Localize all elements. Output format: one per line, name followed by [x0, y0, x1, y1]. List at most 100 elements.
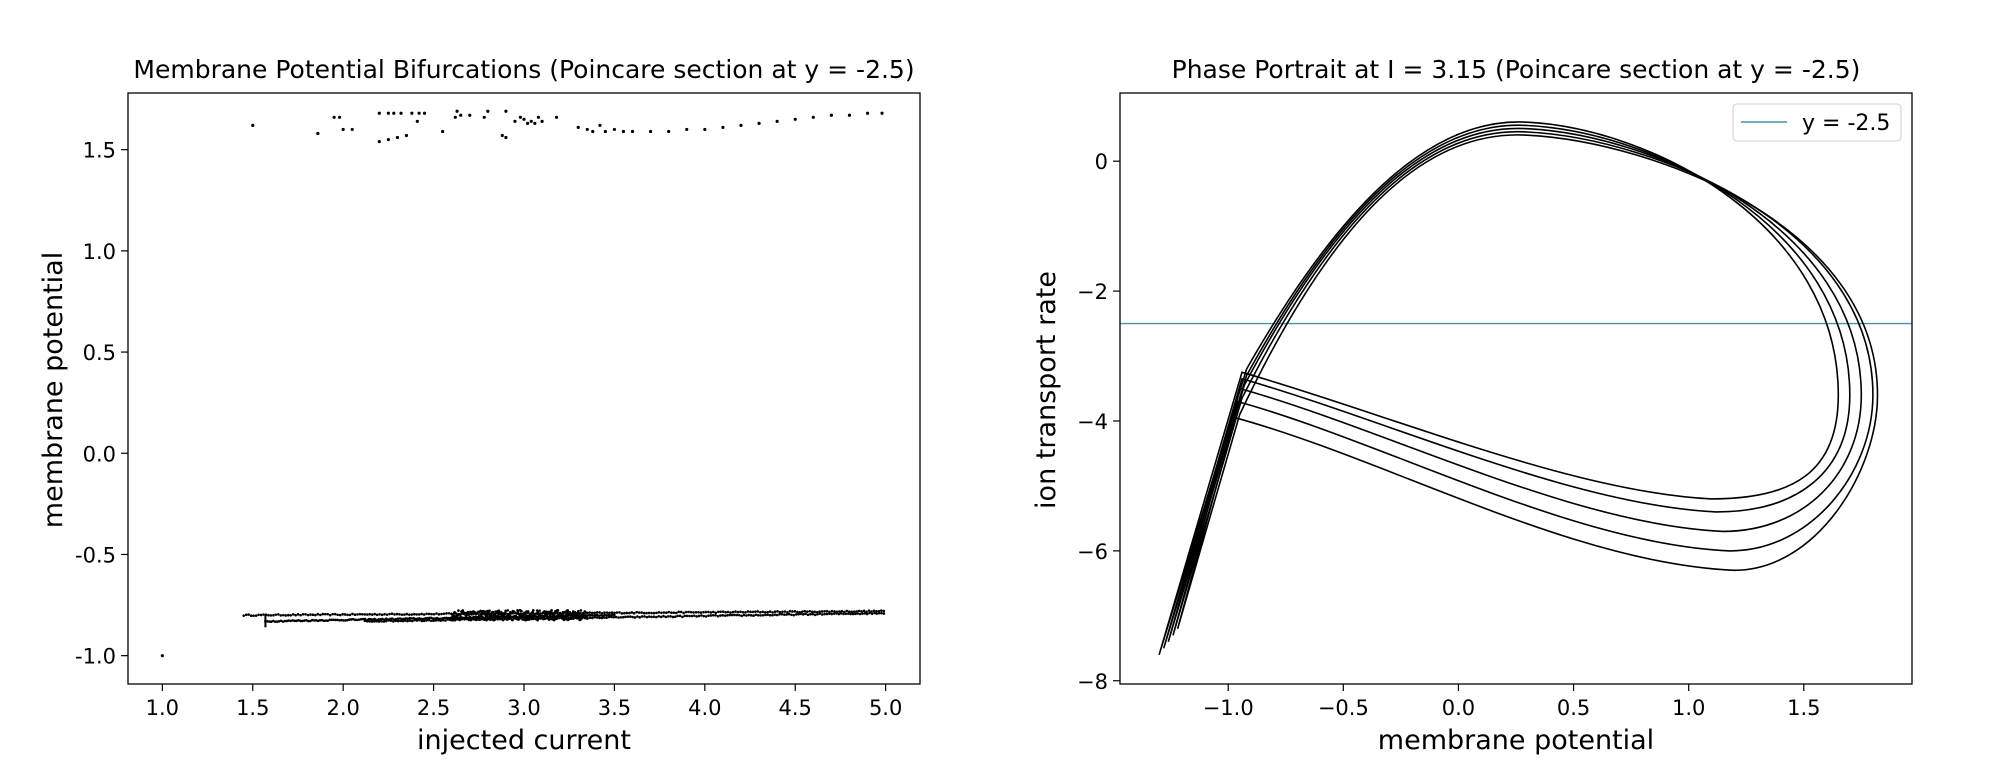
data-point	[657, 610, 661, 614]
data-point	[353, 613, 357, 617]
data-point	[479, 609, 482, 613]
data-point	[813, 613, 817, 617]
y-tick-label: -1.0	[75, 645, 116, 669]
data-point	[577, 614, 581, 617]
data-point	[357, 618, 361, 621]
data-point	[398, 617, 402, 620]
data-point	[662, 611, 666, 614]
data-point	[643, 615, 646, 618]
data-point	[768, 610, 772, 613]
data-point	[293, 619, 296, 623]
data-point	[775, 613, 779, 617]
data-point	[657, 614, 661, 618]
data-point	[322, 619, 326, 623]
data-point	[747, 613, 751, 617]
data-point	[794, 613, 798, 616]
data-point	[850, 610, 854, 614]
left-x-axis-label: injected current	[417, 725, 631, 756]
data-point	[776, 610, 779, 613]
data-point	[676, 614, 679, 618]
data-point	[685, 614, 689, 618]
data-point	[396, 619, 400, 623]
data-point	[283, 619, 287, 623]
data-point	[785, 613, 788, 616]
data-point	[870, 612, 874, 616]
data-point	[365, 619, 369, 623]
data-point	[336, 618, 339, 622]
data-point	[383, 612, 386, 616]
data-point	[780, 612, 784, 616]
data-point	[790, 613, 793, 617]
data-point	[307, 619, 310, 623]
data-point	[349, 618, 353, 621]
data-point	[647, 615, 651, 618]
data-point	[268, 620, 271, 623]
data-point	[566, 609, 570, 612]
data-point	[299, 613, 302, 617]
data-point	[600, 616, 604, 620]
y-tick-label: −2	[1077, 280, 1108, 304]
data-point	[326, 619, 330, 622]
x-tick-label: 1.5	[1787, 696, 1820, 720]
data-point	[640, 615, 644, 618]
data-point	[758, 611, 762, 614]
data-point	[591, 614, 595, 617]
data-point	[344, 619, 347, 622]
data-point	[628, 615, 632, 618]
data-point	[882, 609, 886, 613]
data-point	[386, 111, 390, 115]
data-point	[612, 127, 617, 132]
data-point	[486, 109, 490, 113]
data-point	[513, 119, 517, 123]
data-point	[778, 610, 782, 614]
data-point	[390, 617, 394, 620]
data-point	[338, 613, 342, 617]
data-point	[697, 614, 701, 618]
y-tick-label: 1.0	[83, 240, 116, 264]
data-point	[737, 613, 741, 617]
data-point	[792, 613, 796, 617]
data-point	[768, 613, 772, 617]
data-point	[369, 617, 373, 621]
data-point	[652, 611, 656, 615]
data-point	[603, 613, 606, 617]
data-point	[805, 610, 809, 613]
data-point	[688, 614, 691, 618]
data-point	[444, 619, 447, 622]
data-point	[493, 618, 496, 622]
data-point	[721, 610, 725, 613]
data-point	[279, 619, 283, 623]
data-point	[242, 614, 246, 617]
data-point	[823, 612, 826, 616]
data-point	[388, 612, 391, 616]
data-point	[346, 613, 349, 617]
trajectory-line	[1172, 130, 1874, 636]
data-point	[420, 612, 423, 616]
data-point	[598, 123, 602, 127]
data-point	[689, 610, 693, 614]
x-tick-label: 5.0	[869, 696, 902, 720]
data-point	[549, 612, 552, 616]
data-point	[863, 612, 867, 615]
data-point	[652, 615, 656, 619]
data-point	[485, 618, 488, 622]
data-point	[873, 611, 876, 615]
data-point	[674, 611, 678, 615]
left-y-ticks: -1.0 -0.5 0.0 0.5 1.0 1.5	[75, 139, 128, 669]
data-point	[420, 617, 423, 621]
data-point	[269, 620, 273, 624]
data-point	[422, 613, 426, 616]
data-point	[319, 613, 322, 617]
data-point	[740, 614, 743, 618]
data-point	[542, 617, 546, 620]
data-point	[585, 615, 589, 618]
data-point	[375, 619, 379, 623]
data-point	[783, 610, 787, 613]
data-point	[852, 610, 856, 613]
data-point	[591, 129, 595, 134]
data-point	[587, 613, 591, 617]
data-point	[781, 610, 784, 614]
data-point	[635, 610, 638, 614]
data-point	[650, 611, 653, 615]
data-point	[442, 612, 446, 616]
